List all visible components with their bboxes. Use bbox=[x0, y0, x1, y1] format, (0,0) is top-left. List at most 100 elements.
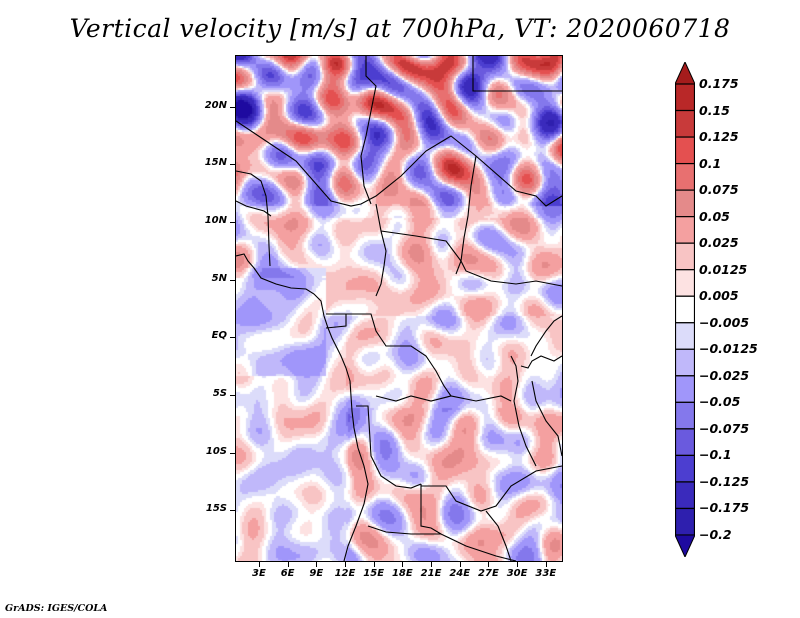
colorbar-bin bbox=[675, 428, 695, 457]
lon-tick-mark bbox=[402, 562, 404, 567]
country-borders bbox=[236, 56, 562, 561]
lat-tick-mark bbox=[230, 164, 235, 166]
border bbox=[367, 525, 517, 561]
lat-tick-mark bbox=[230, 279, 235, 281]
colorbar-label: −0.125 bbox=[699, 473, 750, 489]
lon-tick-label: 27E bbox=[478, 568, 499, 579]
border bbox=[325, 313, 347, 329]
colorbar-extend-max bbox=[675, 62, 695, 85]
colorbar-bin bbox=[675, 401, 695, 430]
lat-tick-mark bbox=[230, 106, 235, 108]
plot-title: Vertical velocity [m/s] at 700hPa, VT: 2… bbox=[69, 14, 731, 43]
border bbox=[356, 405, 422, 489]
colorbar-label: −0.05 bbox=[699, 394, 741, 410]
colorbar-bin bbox=[675, 269, 695, 297]
colorbar-bin bbox=[675, 507, 695, 536]
colorbar-bin bbox=[675, 295, 695, 324]
colorbar-bin bbox=[675, 162, 695, 191]
border bbox=[421, 465, 562, 512]
lon-tick-mark bbox=[431, 562, 433, 567]
lat-tick-label: 5N bbox=[211, 272, 227, 284]
lat-tick-mark bbox=[230, 510, 235, 512]
colorbar-label: 0.15 bbox=[699, 102, 730, 118]
colorbar-bin bbox=[675, 322, 695, 350]
lat-tick-label: 10S bbox=[205, 445, 227, 457]
lon-tick-label: 3E bbox=[252, 568, 266, 579]
lat-tick-label: 10N bbox=[204, 215, 227, 227]
border bbox=[485, 510, 512, 561]
lon-tick-label: 24E bbox=[449, 568, 471, 579]
lon-tick-label: 15E bbox=[363, 568, 385, 579]
border bbox=[236, 120, 562, 207]
lon-tick-label: 12E bbox=[334, 568, 356, 579]
border bbox=[472, 56, 562, 92]
colorbar-label: 0.05 bbox=[699, 208, 730, 224]
colorbar-bin bbox=[675, 481, 695, 510]
colorbar-bin bbox=[675, 189, 695, 218]
colorbar-label: −0.1 bbox=[699, 447, 732, 463]
border bbox=[531, 380, 562, 457]
lat-tick-mark bbox=[230, 222, 235, 224]
lat-tick-label: 5S bbox=[212, 387, 227, 399]
lon-tick-mark bbox=[287, 562, 289, 567]
colorbar-bin bbox=[675, 109, 695, 138]
border bbox=[236, 170, 271, 267]
lon-tick-mark bbox=[545, 562, 547, 567]
colorbar-label: −0.005 bbox=[699, 314, 750, 330]
colorbar-bin bbox=[675, 242, 695, 271]
lon-tick-label: 21E bbox=[420, 568, 442, 579]
colorbar-bin bbox=[675, 216, 695, 244]
lon-tick-mark bbox=[517, 562, 519, 567]
colorbar-label: 0.0125 bbox=[699, 261, 748, 277]
lat-tick-mark bbox=[230, 394, 235, 396]
lon-tick-label: 18E bbox=[391, 568, 413, 579]
colorbar-label: 0.075 bbox=[699, 182, 739, 198]
colorbar-label: −0.075 bbox=[699, 420, 750, 436]
border bbox=[346, 313, 452, 397]
colorbar-label: 0.1 bbox=[699, 155, 722, 171]
border bbox=[530, 315, 562, 357]
colorbar-bin bbox=[675, 454, 695, 483]
colorbar-bin bbox=[675, 136, 695, 165]
colorbar-label: −0.025 bbox=[699, 367, 750, 383]
colorbar-label: 0.005 bbox=[699, 288, 739, 304]
grads-credit: GrADS: IGES/COLA bbox=[5, 603, 108, 614]
lon-tick-label: 33E bbox=[535, 568, 557, 579]
lon-tick-mark bbox=[459, 562, 461, 567]
colorbar-bin bbox=[675, 375, 695, 403]
lon-tick-label: 30E bbox=[506, 568, 528, 579]
colorbar-label: 0.025 bbox=[699, 235, 739, 251]
colorbar-label: 0.175 bbox=[699, 76, 739, 91]
map-plot-area bbox=[235, 55, 563, 562]
lon-tick-mark bbox=[258, 562, 260, 567]
border bbox=[380, 230, 562, 287]
lat-tick-label: 20N bbox=[204, 99, 227, 111]
lon-tick-label: 9E bbox=[309, 568, 324, 579]
border bbox=[455, 155, 477, 275]
colorbar-label: −0.2 bbox=[699, 527, 732, 542]
border bbox=[420, 484, 442, 535]
lon-tick-mark bbox=[316, 562, 318, 567]
lat-tick-mark bbox=[230, 337, 235, 339]
border bbox=[236, 200, 272, 217]
lat-tick-label: 15N bbox=[204, 157, 227, 169]
colorbar-label: −0.175 bbox=[699, 500, 750, 516]
colorbar bbox=[675, 62, 695, 557]
lon-tick-mark bbox=[344, 562, 346, 567]
coastline bbox=[236, 253, 369, 561]
lon-tick-mark bbox=[488, 562, 490, 567]
colorbar-extend-min bbox=[675, 534, 695, 557]
colorbar-bin bbox=[675, 348, 695, 377]
colorbar-label: 0.125 bbox=[699, 129, 739, 145]
lon-tick-mark bbox=[373, 562, 375, 567]
colorbar-bin bbox=[675, 83, 695, 112]
lat-tick-label: EQ bbox=[211, 330, 227, 342]
border bbox=[510, 355, 537, 467]
colorbar-label: −0.0125 bbox=[699, 341, 758, 357]
lon-tick-label: 6E bbox=[280, 568, 295, 579]
border bbox=[375, 395, 512, 402]
border bbox=[375, 203, 387, 297]
lat-tick-mark bbox=[230, 452, 235, 454]
border bbox=[520, 355, 562, 369]
vertical-velocity-field bbox=[236, 56, 562, 561]
